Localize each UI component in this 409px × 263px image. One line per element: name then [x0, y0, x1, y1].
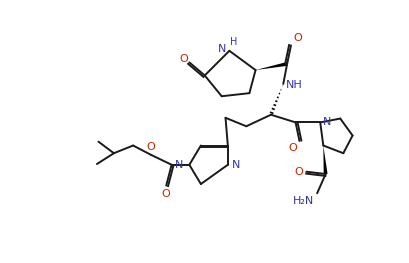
- Text: O: O: [294, 167, 303, 177]
- Text: N: N: [174, 160, 183, 170]
- Text: N: N: [218, 43, 226, 53]
- Text: N: N: [231, 160, 240, 170]
- Text: H₂N: H₂N: [292, 196, 313, 206]
- Polygon shape: [255, 62, 287, 70]
- Text: O: O: [292, 33, 301, 43]
- Text: O: O: [288, 143, 297, 153]
- Text: O: O: [146, 143, 155, 153]
- Text: NH: NH: [285, 80, 301, 90]
- Text: O: O: [162, 189, 170, 199]
- Text: O: O: [179, 54, 187, 64]
- Polygon shape: [323, 145, 327, 174]
- Text: N: N: [323, 117, 331, 127]
- Text: H: H: [229, 37, 237, 47]
